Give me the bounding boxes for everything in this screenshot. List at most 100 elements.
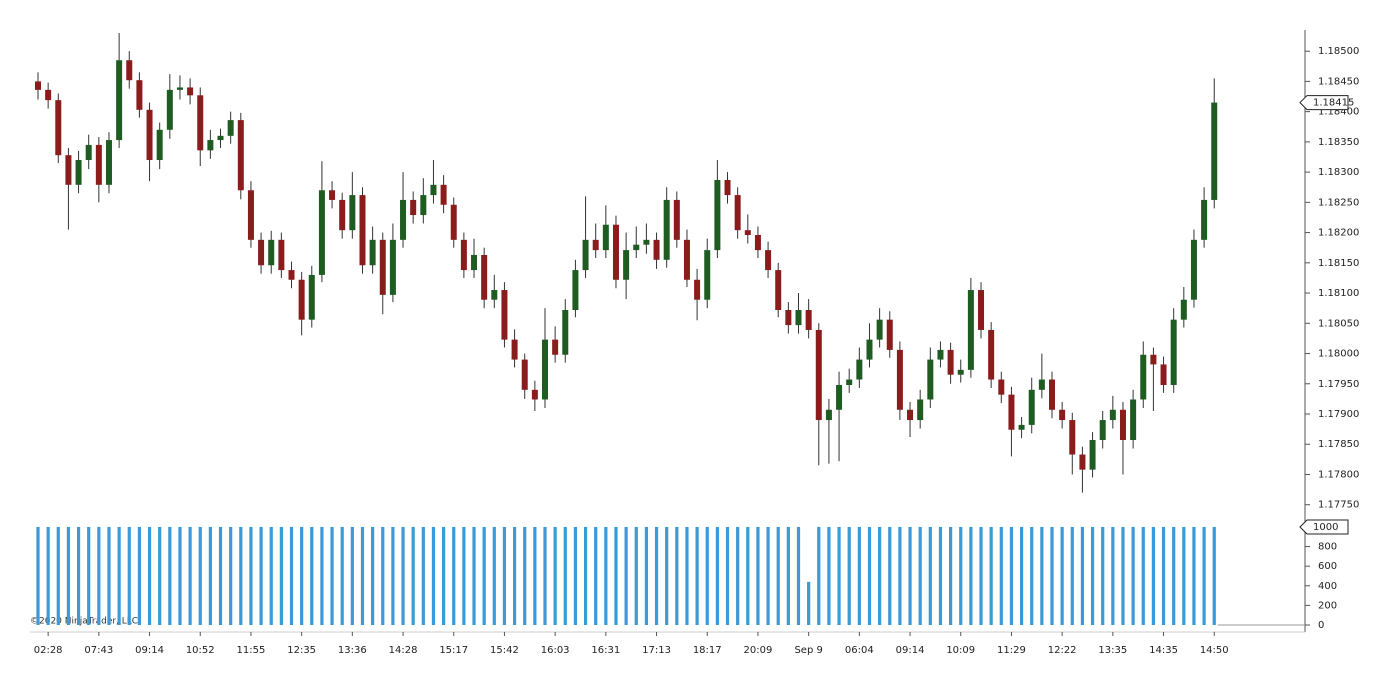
volume-bar xyxy=(665,526,669,625)
volume-bar xyxy=(908,526,912,625)
y-tick-label: 1.18100 xyxy=(1318,288,1359,299)
x-tick-label: 06:04 xyxy=(845,645,874,656)
volume-bar xyxy=(401,526,405,625)
candle-body xyxy=(146,109,153,161)
candle-body xyxy=(400,199,407,240)
candle-body xyxy=(896,349,903,410)
volume-bar xyxy=(1019,526,1024,625)
candle-body xyxy=(531,389,538,400)
y-tick-label: 1.17750 xyxy=(1318,500,1359,511)
volume-bar xyxy=(624,526,628,625)
candle-body xyxy=(805,309,812,330)
volume-bar xyxy=(675,526,679,625)
candle-body xyxy=(440,184,447,205)
candle-body xyxy=(156,129,163,161)
candle-body xyxy=(744,230,751,236)
x-tick-label: 15:17 xyxy=(439,645,468,656)
candle-body xyxy=(288,270,295,280)
candle-body xyxy=(136,80,143,110)
candle-body xyxy=(339,199,346,231)
candle-body xyxy=(308,274,315,320)
last-price-marker xyxy=(1299,95,1349,111)
candle-body xyxy=(298,279,305,320)
candle-body xyxy=(45,89,52,101)
volume-tick-label: 0 xyxy=(1318,620,1324,631)
volume-bar xyxy=(614,526,618,625)
candle-body xyxy=(227,120,234,136)
volume-bar xyxy=(97,526,101,625)
x-tick-label: 14:28 xyxy=(389,645,418,656)
volume-bar xyxy=(198,526,202,625)
candle-body xyxy=(1018,424,1025,430)
candle-body xyxy=(754,235,761,251)
last-price-label: 1.18415 xyxy=(1313,98,1354,109)
volume-bar xyxy=(938,526,943,625)
volume-bar xyxy=(1121,526,1125,625)
volume-bar xyxy=(492,526,496,625)
candle-body xyxy=(85,144,92,161)
candle-body xyxy=(1190,239,1197,300)
volume-bar xyxy=(817,526,821,625)
candle-body xyxy=(1201,199,1208,240)
volume-bar xyxy=(898,526,902,625)
candle-body xyxy=(369,239,376,266)
volume-bar xyxy=(857,526,861,625)
volume-bar xyxy=(350,526,354,625)
volume-bar xyxy=(127,526,131,625)
candle-body xyxy=(126,60,133,81)
volume-bar xyxy=(1030,526,1034,625)
volume-bar xyxy=(1090,526,1095,625)
volume-bar xyxy=(1050,526,1054,625)
volume-bar xyxy=(1060,526,1064,625)
last-volume-label: 1000 xyxy=(1313,522,1338,533)
candle-body xyxy=(815,329,822,421)
x-tick-label: 10:09 xyxy=(946,645,975,656)
volume-tick-label: 400 xyxy=(1318,581,1337,592)
candle-body xyxy=(1049,379,1055,410)
volume-bar xyxy=(989,526,993,625)
volume-bar xyxy=(979,526,983,625)
y-tick-label: 1.18350 xyxy=(1318,137,1359,148)
y-tick-label: 1.18300 xyxy=(1318,167,1359,178)
y-tick-label: 1.18500 xyxy=(1318,46,1359,57)
candle-body xyxy=(704,250,711,300)
candle-body xyxy=(775,270,782,310)
candle-body xyxy=(886,319,893,350)
volume-bar xyxy=(158,526,162,625)
volume-bar xyxy=(512,526,517,625)
volume-bar xyxy=(289,526,294,625)
candle-body xyxy=(592,239,599,251)
candle-body xyxy=(602,224,609,251)
x-tick-label: 10:52 xyxy=(186,645,215,656)
x-tick-label: 13:35 xyxy=(1098,645,1127,656)
candle-body xyxy=(318,190,325,275)
volume-bar xyxy=(1192,526,1196,625)
candle-body xyxy=(1180,299,1187,320)
candle-body xyxy=(460,239,467,271)
volume-bar xyxy=(969,526,973,625)
volume-bar xyxy=(766,526,770,625)
candle-body xyxy=(420,195,427,216)
volume-bar xyxy=(137,526,141,625)
candle-body xyxy=(278,239,285,271)
candle-body xyxy=(917,399,924,421)
volume-bar xyxy=(66,526,71,625)
volume-bar xyxy=(776,526,780,625)
volume-bar xyxy=(310,526,314,625)
candle-body xyxy=(978,290,985,330)
volume-bar xyxy=(746,526,750,625)
volume-bar xyxy=(1070,526,1074,625)
volume-bar xyxy=(452,526,456,625)
volume-bar xyxy=(807,581,811,625)
y-tick-label: 1.18200 xyxy=(1318,228,1359,239)
candle-body xyxy=(105,140,112,185)
x-tick-label: 12:22 xyxy=(1048,645,1077,656)
candle-body xyxy=(217,135,224,141)
volume-bar xyxy=(462,526,466,625)
volume-bar xyxy=(888,526,892,625)
candle-body xyxy=(967,290,974,370)
y-tick-label: 1.18050 xyxy=(1318,318,1359,329)
volume-bar xyxy=(300,526,304,625)
x-tick-label: 09:14 xyxy=(896,645,925,656)
candle-body xyxy=(1008,394,1015,430)
